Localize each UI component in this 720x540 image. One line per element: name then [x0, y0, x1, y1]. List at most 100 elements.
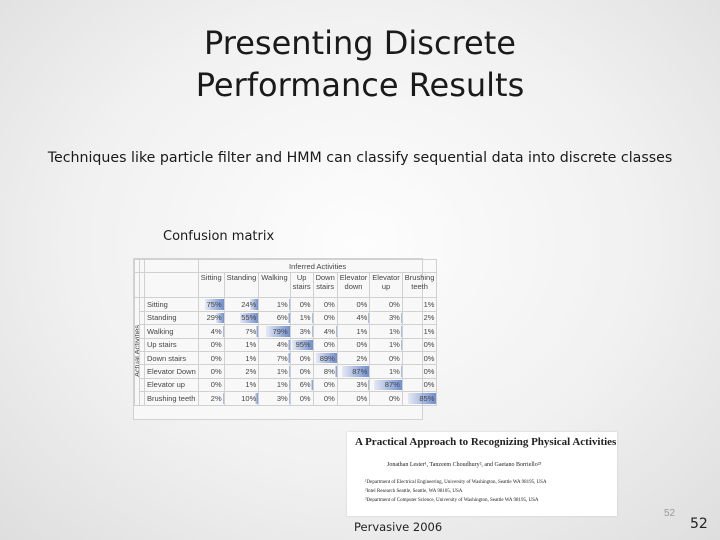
slide-title: Presenting Discrete Performance Results — [0, 22, 720, 106]
matrix-cell: 87% — [336, 364, 371, 379]
cell-value: 95% — [295, 340, 311, 350]
cell-bar — [407, 393, 436, 404]
matrix-spacer-cell — [139, 391, 145, 406]
cell-value: 0% — [299, 353, 311, 363]
matrix-cell: 1% — [223, 377, 260, 393]
cell-bar — [287, 312, 290, 324]
matrix-cell: 29% — [197, 310, 225, 326]
matrix-cell: 85% — [401, 391, 438, 406]
cell-value: 0% — [356, 340, 368, 350]
matrix-corner-cell — [144, 258, 199, 274]
matrix-cell: 0% — [289, 391, 314, 406]
cell-value: 1% — [388, 340, 400, 350]
inferred-activities-header: Inferred Activities — [197, 258, 438, 274]
matrix-cell: 10% — [223, 391, 260, 406]
cell-value: 2% — [356, 353, 368, 363]
cell-value: 0% — [210, 380, 222, 390]
cell-value: 0% — [423, 380, 435, 390]
cell-bar — [239, 312, 258, 324]
matrix-cell: 1% — [223, 337, 260, 352]
matrix-cell: 24% — [223, 297, 260, 312]
row-label: Brushing teeth — [144, 391, 199, 406]
matrix-cell: 1% — [401, 297, 438, 312]
cell-value: 87% — [352, 367, 368, 377]
matrix-cell: 0% — [312, 391, 338, 406]
cell-value: 0% — [323, 393, 335, 403]
cell-value: 1% — [423, 326, 435, 336]
matrix-cell: 6% — [258, 310, 291, 326]
matrix-cell: 0% — [312, 310, 338, 326]
cell-value: 24% — [241, 300, 257, 310]
matrix-cell: 87% — [369, 377, 403, 393]
cell-bar — [255, 326, 258, 337]
matrix-cell: 55% — [223, 310, 260, 326]
actual-activities-header: Actual Activities — [134, 297, 140, 406]
cell-value: 0% — [323, 340, 335, 350]
matrix-cell: 7% — [258, 350, 291, 366]
cell-value: 55% — [241, 313, 257, 323]
cell-value: 0% — [423, 353, 435, 363]
matrix-cell: 0% — [401, 337, 438, 352]
slide-title-line-1: Presenting Discrete — [204, 24, 516, 62]
matrix-cell: 0% — [197, 337, 225, 352]
matrix-cell: 3% — [258, 391, 291, 406]
row-label: Standing — [144, 310, 199, 326]
matrix-cell: 0% — [336, 391, 371, 406]
row-label: Elevator Down — [144, 364, 199, 379]
cell-value: 4% — [276, 340, 288, 350]
cell-value: 2% — [210, 393, 222, 403]
cell-value: 7% — [245, 326, 257, 336]
cell-bar — [311, 326, 313, 337]
matrix-cell: 95% — [289, 337, 314, 352]
cell-value: 6% — [299, 380, 311, 390]
matrix-cell: 79% — [258, 324, 291, 339]
matrix-cell: 0% — [369, 297, 403, 312]
cell-value: 1% — [276, 300, 288, 310]
paper-authors: Jonathan Lester¹, Tanzeem Choudhury², an… — [387, 462, 542, 468]
matrix-cell: 0% — [289, 297, 314, 312]
actual-activities-label: Actual Activities — [134, 325, 140, 378]
matrix-cell: 1% — [369, 337, 403, 352]
matrix-row: Up stairs 0% 1% 4% 95% 0% 0% 1% 0% — [135, 337, 438, 352]
cell-value: 6% — [276, 313, 288, 323]
cell-bar — [257, 366, 258, 377]
matrix-cell: 0% — [197, 377, 225, 393]
cell-bar — [316, 352, 337, 364]
cell-value: 0% — [299, 300, 311, 310]
matrix-cell: 0% — [336, 297, 371, 312]
cell-value: 2% — [245, 367, 257, 377]
cell-value: 0% — [388, 353, 400, 363]
cell-value: 2% — [423, 313, 435, 323]
cell-value: 4% — [323, 326, 335, 336]
cell-value: 1% — [423, 300, 435, 310]
cell-value: 0% — [388, 300, 400, 310]
cell-bar — [287, 352, 290, 364]
column-header: Up stairs — [289, 272, 314, 299]
matrix-cell: 4% — [336, 310, 371, 326]
matrix-cell: 0% — [312, 297, 338, 312]
cell-bar — [205, 299, 224, 310]
cell-value: 1% — [276, 367, 288, 377]
cell-value: 1% — [356, 326, 368, 336]
cell-bar — [222, 326, 224, 337]
matrix-cell: 1% — [369, 324, 403, 339]
matrix-cell: 0% — [289, 350, 314, 366]
cell-value: 1% — [388, 367, 400, 377]
page-number: 52 — [690, 516, 708, 532]
column-header: Brushing teeth — [401, 272, 438, 299]
cell-bar — [368, 312, 369, 324]
cell-value: 0% — [210, 340, 222, 350]
cell-value: 1% — [276, 380, 288, 390]
matrix-cell: 7% — [223, 324, 260, 339]
matrix-cell: 0% — [312, 337, 338, 352]
matrix-cell: 1% — [336, 324, 371, 339]
matrix-cell: 1% — [289, 310, 314, 326]
matrix-row: Standing 29% 55% 6% 1% 0% 4% 3% 2% — [135, 310, 438, 326]
slide-title-line-2: Performance Results — [195, 66, 525, 104]
cell-value: 1% — [245, 340, 257, 350]
matrix-cell: 1% — [401, 324, 438, 339]
row-label: Walking — [144, 324, 199, 339]
cell-bar — [334, 366, 337, 377]
cell-value: 0% — [299, 393, 311, 403]
cell-value: 0% — [323, 313, 335, 323]
